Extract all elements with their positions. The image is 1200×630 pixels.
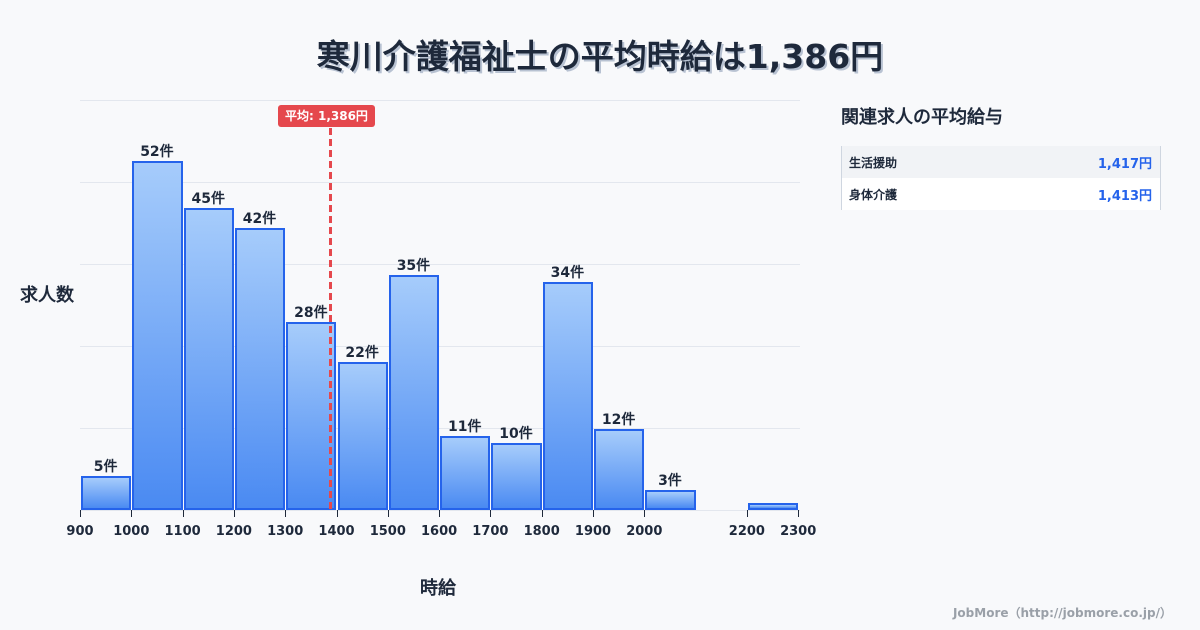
gridline [80,100,800,101]
histogram-bar [645,489,696,510]
x-tick-label: 2300 [780,524,817,539]
x-tick-mark [490,510,492,517]
related-salary-table: 生活援助 1,417円 身体介護 1,413円 [841,146,1161,210]
x-tick-mark [593,510,594,517]
bar-count-label: 45件 [191,191,225,208]
x-tick-label: 1500 [369,524,406,539]
bar-count-label: 22件 [345,345,379,362]
x-tick-label: 1400 [318,524,355,539]
x-tick-label: 900 [66,524,94,539]
bar-count-label: 11件 [448,419,482,436]
histogram-bar [183,208,234,510]
bar-count-label: 35件 [396,258,431,275]
x-tick-label: 1800 [523,524,560,539]
histogram-bar [388,275,440,510]
histogram-bar [747,503,799,511]
job-type-name: 生活援助 [849,155,898,170]
gridline [80,428,800,429]
x-tick-mark [541,510,543,517]
related-salary-row: 生活援助 1,417円 [842,146,1160,178]
histogram-chart: 5件 52件 45件 42件 28件 22件 35件 11件 10件 34件 12件 3件 900 10… [20,100,817,599]
job-type-salary: 1,413円 [1097,188,1152,204]
x-tick-mark [285,510,287,517]
histogram-bar [132,161,183,510]
gridline [80,264,800,265]
x-tick-label: 1600 [421,524,458,539]
job-type-name: 身体介護 [849,187,898,202]
bar-count-label: 42件 [242,211,277,228]
x-tick-label: 1200 [215,524,252,539]
x-axis-label: 時給 [420,578,456,599]
bar-count-label: 28件 [294,305,328,322]
bar-count-label: 34件 [550,264,585,281]
x-tick-label: 1300 [267,524,304,539]
histogram-bar [234,228,286,510]
histogram-bar [542,281,593,510]
x-tick-mark [439,510,441,517]
bar-count-label: 5件 [93,459,118,476]
histogram-bar [81,476,132,510]
x-tick-mark [798,510,800,517]
x-tick-label: 2000 [626,524,663,539]
x-tick-mark [182,510,184,517]
average-badge: 平均: 1,386円 [278,105,375,127]
y-axis-label: 求人数 [20,285,74,306]
x-tick-mark [336,510,338,517]
x-tick-label: 1100 [164,524,201,539]
gridline [80,346,800,347]
bar-count-label: 52件 [140,144,174,161]
histogram-bar [286,322,337,510]
average-line [329,128,332,511]
job-type-salary: 1,417円 [1097,156,1152,172]
page-title: 寒川介護福祉士の平均時給は1,386円 [316,37,884,76]
bar-count-label: 3件 [658,472,682,489]
x-tick-mark [746,510,748,517]
x-tick-mark [233,510,235,517]
related-salary-row: 身体介護 1,413円 [842,178,1160,210]
x-tick-mark [644,510,646,517]
bar-count-label: 10件 [499,425,533,442]
x-tick-mark [80,510,81,517]
x-tick-mark [131,510,133,517]
footer-credit: JobMore（http://jobmore.co.jp/） [952,606,1172,620]
x-tick-mark [387,510,389,517]
histogram-bar [337,362,388,510]
gridline [80,182,800,183]
x-tick-label: 1900 [574,524,612,539]
histogram-bar [440,436,491,510]
bar-count-label: 12件 [601,412,636,429]
x-tick-label: 1000 [113,524,150,539]
histogram-bar [491,442,542,510]
related-salary-title: 関連求人の平均給与 [841,107,1003,128]
x-tick-label: 1700 [472,524,509,539]
x-tick-label: 2200 [728,524,765,539]
histogram-bar [594,429,645,510]
